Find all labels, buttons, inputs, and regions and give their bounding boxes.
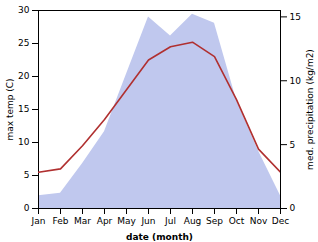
svg-text:Mar: Mar	[74, 216, 91, 226]
svg-text:med. precipitation (kg/m2): med. precipitation (kg/m2)	[305, 49, 315, 170]
svg-text:25: 25	[18, 38, 29, 48]
svg-text:Jan: Jan	[31, 216, 46, 226]
svg-text:10: 10	[290, 76, 302, 86]
svg-text:Oct: Oct	[229, 216, 245, 226]
svg-text:5: 5	[24, 170, 30, 180]
svg-text:Nov: Nov	[250, 216, 268, 226]
svg-text:15: 15	[290, 12, 301, 22]
svg-text:0: 0	[290, 203, 296, 213]
svg-text:30: 30	[18, 5, 30, 15]
svg-text:Apr: Apr	[97, 216, 113, 226]
svg-text:date (month): date (month)	[126, 232, 193, 242]
svg-text:Jul: Jul	[164, 216, 176, 226]
svg-text:May: May	[117, 216, 136, 226]
svg-text:Feb: Feb	[53, 216, 69, 226]
svg-text:10: 10	[18, 137, 30, 147]
svg-text:15: 15	[18, 104, 29, 114]
svg-text:Aug: Aug	[184, 216, 202, 226]
svg-text:Dec: Dec	[272, 216, 289, 226]
svg-text:20: 20	[18, 71, 30, 81]
svg-text:Jun: Jun	[140, 216, 155, 226]
svg-text:Sep: Sep	[206, 216, 223, 226]
svg-text:0: 0	[24, 203, 30, 213]
svg-text:max temp (C): max temp (C)	[5, 78, 15, 140]
svg-text:5: 5	[290, 140, 296, 150]
